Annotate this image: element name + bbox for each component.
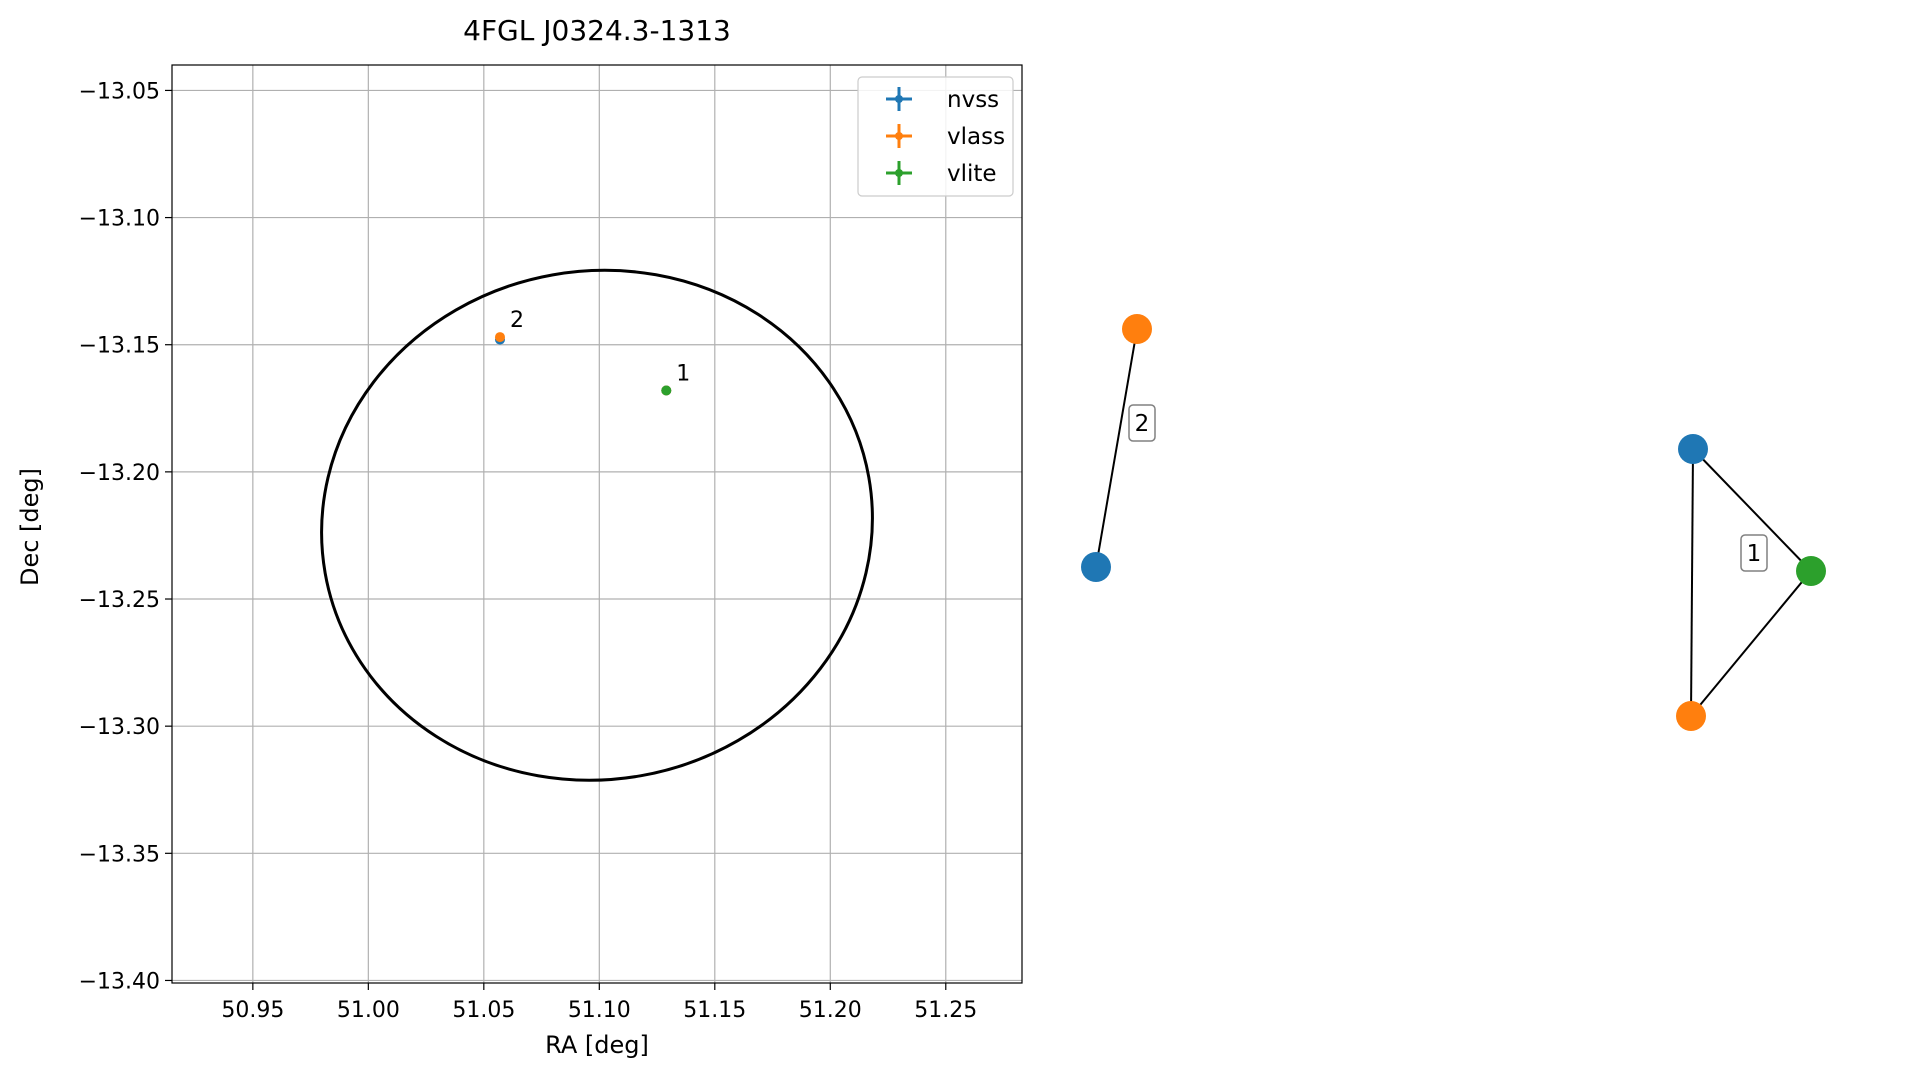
legend-label: nvss [947, 87, 999, 113]
x-tick-label: 51.10 [568, 998, 631, 1023]
point-annotation: 2 [510, 308, 524, 333]
y-tick-label: −13.30 [79, 715, 160, 740]
y-tick-label: −13.35 [79, 842, 160, 867]
network-panel: 21 [1081, 314, 1826, 731]
point-annotation: 1 [676, 361, 690, 386]
data-point-vlite [661, 385, 672, 396]
network-node-vlass [1122, 314, 1152, 344]
legend-label: vlass [947, 124, 1005, 150]
data-points [494, 332, 672, 396]
x-tick-label: 51.20 [799, 998, 862, 1023]
legend-label: vlite [947, 161, 997, 187]
network-node-vlite [1796, 556, 1826, 586]
plot-frame [171, 64, 1023, 984]
legend-entry-nvss: nvss [886, 87, 999, 113]
chart-title: 4FGL J0324.3-1313 [463, 14, 731, 47]
network-node-nvss [1678, 434, 1708, 464]
legend-entry-vlite: vlite [886, 161, 997, 187]
y-tick-label: −13.15 [79, 334, 160, 359]
error-ellipse-group [320, 268, 874, 782]
x-tick-label: 51.00 [337, 998, 400, 1023]
y-tick-label: −13.25 [79, 588, 160, 613]
network-label: 2 [1135, 411, 1150, 437]
x-tick-label: 51.25 [914, 998, 977, 1023]
network-node-vlass [1676, 701, 1706, 731]
network-graph-2: 2 [1081, 314, 1156, 582]
legend-marker [895, 95, 903, 103]
y-tick-label: −13.40 [79, 969, 160, 994]
network-label-box [1128, 404, 1156, 442]
legend-entry-vlass: vlass [886, 124, 1005, 150]
x-axis-label: RA [deg] [545, 1031, 649, 1059]
legend-marker [895, 132, 903, 140]
y-axis-label: Dec [deg] [16, 468, 44, 586]
axis-ticks: 50.95 51.00 51.05 51.10 51.15 51.20 51.25 −13.0… [79, 79, 978, 1023]
legend-frame [857, 76, 1014, 197]
y-tick-label: −13.05 [79, 79, 160, 104]
legend-marker [895, 169, 903, 177]
network-label: 1 [1747, 541, 1762, 567]
network-node-nvss [1081, 552, 1111, 582]
data-point-vlass [494, 332, 505, 343]
x-tick-label: 51.05 [452, 998, 515, 1023]
error-ellipse [320, 268, 874, 782]
network-edge [1692, 448, 1812, 572]
network-label-box [1740, 534, 1768, 572]
grid-lines [172, 65, 1022, 983]
network-edge [1095, 328, 1138, 568]
network-edge [1690, 570, 1812, 717]
network-edge [1690, 448, 1694, 717]
legend: nvss vlass vlite [857, 76, 1014, 197]
x-tick-label: 51.15 [683, 998, 746, 1023]
y-tick-label: −13.10 [79, 207, 160, 232]
scatter-panel: 50.95 51.00 51.05 51.10 51.15 51.20 51.25 −13.0… [16, 14, 1023, 1059]
x-tick-label: 50.95 [221, 998, 284, 1023]
y-tick-label: −13.20 [79, 461, 160, 486]
network-graph-1: 1 [1676, 434, 1826, 731]
point-annotations: 21 [510, 308, 690, 386]
